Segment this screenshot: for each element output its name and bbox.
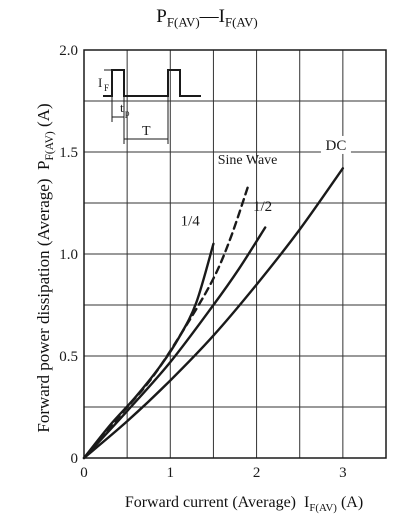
x-label-text: Forward current (Average) bbox=[124, 494, 296, 511]
series-label-1-4: 1/4 bbox=[181, 213, 201, 229]
x-tick-label: 1 bbox=[167, 465, 175, 481]
y-tick-label: 0 bbox=[71, 451, 79, 467]
pulse-width-label: t bbox=[120, 100, 124, 115]
period-label: T bbox=[142, 124, 151, 139]
series-line-1-2 bbox=[82, 226, 267, 460]
series-label-sine-wave: Sine Wave bbox=[218, 153, 278, 168]
waveform-inset: I Ft p T bbox=[98, 69, 201, 144]
title-p-sub: F(AV) bbox=[166, 14, 200, 30]
pulse-width-label-sub: p bbox=[125, 108, 130, 118]
title-i-sub: F(AV) bbox=[224, 14, 258, 30]
x-tick-label: 3 bbox=[339, 465, 347, 481]
y-tick-label: 2.0 bbox=[59, 43, 78, 59]
y-tick-label: 0.5 bbox=[59, 349, 78, 365]
y-label-text: Forward power dissipation (Average) bbox=[34, 178, 53, 433]
series-label-dc: DC bbox=[326, 138, 347, 154]
labels: 0 1 2 3 0 0.5 1.0 1.5 2.0 1/4 Sine Wave 1/2 DC bbox=[59, 43, 351, 481]
y-axis-label: Forward power dissipation (Average) PF(A… bbox=[34, 38, 57, 498]
x-label-symbol-sub: F(AV) bbox=[309, 501, 337, 514]
title-sep: — bbox=[199, 6, 219, 27]
pulse-waveform bbox=[103, 69, 201, 97]
y-tick-label: 1.5 bbox=[59, 145, 78, 161]
x-label-symbol: I bbox=[304, 494, 310, 511]
peak-label-sub: F bbox=[104, 83, 109, 93]
x-axis-label: Forward current (Average) IF(AV) (A) bbox=[74, 494, 414, 514]
series-line-sine-wave bbox=[82, 185, 250, 460]
series-line-1-4 bbox=[82, 242, 215, 460]
axes bbox=[83, 49, 387, 459]
x-tick-label: 2 bbox=[253, 465, 261, 481]
series-line-dc bbox=[82, 167, 345, 460]
x-label-unit: (A) bbox=[340, 494, 364, 511]
y-tick-label: 1.0 bbox=[59, 247, 78, 263]
series bbox=[82, 167, 345, 460]
y-label-symbol-sub: F(AV) bbox=[43, 131, 57, 161]
chart-title: PF(AV)—IF(AV) bbox=[0, 6, 414, 28]
series-label-1-2: 1/2 bbox=[253, 199, 272, 215]
y-label-unit: (A) bbox=[34, 103, 53, 127]
title-i: I bbox=[218, 6, 225, 27]
title-p: P bbox=[156, 6, 167, 27]
plot-frame bbox=[83, 49, 387, 459]
y-label-symbol: P bbox=[34, 160, 53, 170]
x-tick-label: 0 bbox=[80, 465, 88, 481]
series-label-bg bbox=[320, 135, 351, 154]
peak-label: I bbox=[98, 75, 102, 90]
